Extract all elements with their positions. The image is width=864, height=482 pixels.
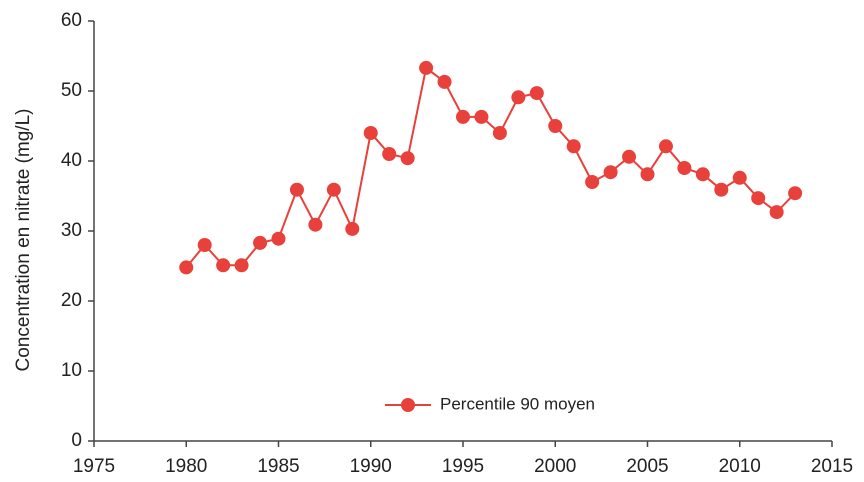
marker — [308, 217, 323, 232]
x-tick-label: 2015 — [811, 456, 853, 477]
marker — [511, 90, 526, 105]
marker — [732, 170, 747, 185]
x-tick-label: 2000 — [534, 456, 576, 477]
y-tick-label: 60 — [61, 10, 82, 31]
y-tick-label: 10 — [61, 360, 82, 381]
marker — [179, 260, 194, 275]
y-tick-label: 50 — [61, 80, 82, 101]
marker — [289, 182, 304, 197]
legend-marker — [401, 398, 415, 412]
x-tick-label: 1995 — [442, 456, 484, 477]
marker — [197, 238, 212, 252]
x-tick-label: 2005 — [626, 456, 668, 477]
marker — [400, 151, 415, 166]
marker — [216, 258, 231, 273]
marker — [326, 182, 341, 197]
y-tick-label: 30 — [61, 220, 82, 241]
marker — [658, 139, 673, 154]
marker — [566, 139, 581, 154]
y-tick-label: 20 — [61, 290, 82, 311]
marker — [271, 231, 286, 246]
marker — [714, 182, 729, 197]
marker — [382, 147, 397, 161]
marker — [585, 175, 600, 189]
marker — [751, 191, 766, 206]
x-tick-label: 1990 — [350, 456, 392, 477]
marker — [622, 149, 637, 164]
legend-label: Percentile 90 moyen — [440, 394, 595, 413]
x-tick-label: 2010 — [719, 456, 761, 477]
marker — [769, 205, 784, 220]
marker — [456, 109, 470, 124]
marker — [363, 126, 378, 140]
x-tick-label: 1975 — [73, 456, 115, 477]
marker — [474, 109, 489, 124]
marker — [548, 119, 563, 133]
line — [185, 66, 796, 269]
x-tick-label: 1980 — [165, 456, 207, 477]
y-tick-label: 40 — [61, 150, 82, 171]
marker — [492, 126, 507, 140]
marker — [529, 86, 544, 101]
x-tick-label: 1985 — [257, 456, 299, 477]
marker — [640, 167, 655, 182]
marker — [603, 165, 618, 180]
marker — [437, 74, 452, 89]
marker — [234, 258, 249, 273]
marker — [788, 186, 803, 201]
marker — [695, 167, 710, 182]
y-tick-label: 0 — [71, 430, 82, 451]
marker — [419, 60, 434, 75]
marker — [677, 161, 692, 175]
marker — [345, 221, 360, 236]
y-axis-label: Concentration en nitrate (mg/L) — [13, 109, 34, 372]
marker — [253, 235, 268, 250]
